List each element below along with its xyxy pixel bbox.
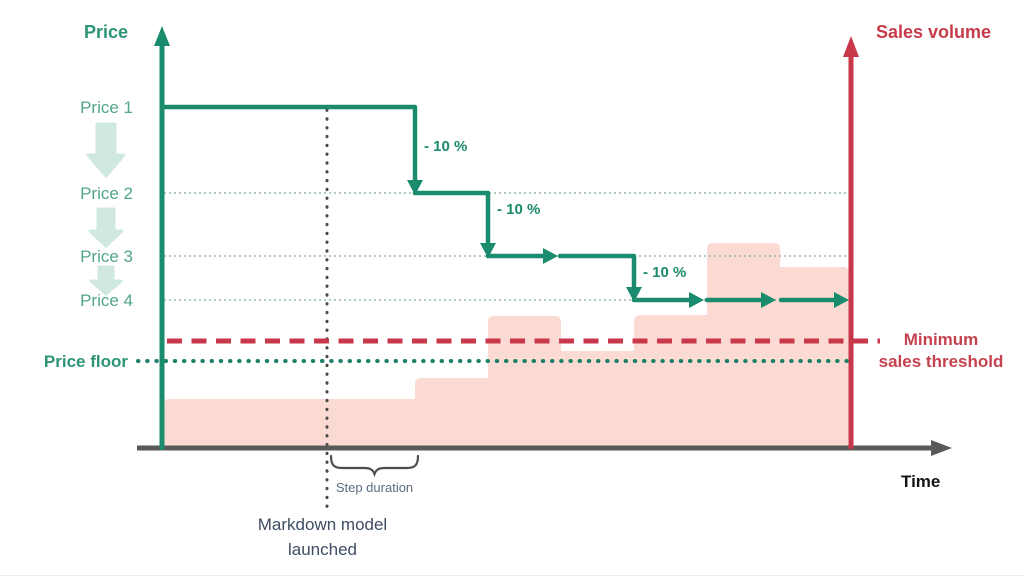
price-4-label: Price 4 xyxy=(80,291,133,310)
step-duration-brace xyxy=(329,454,420,478)
markdown-drop-arrow-icon xyxy=(480,243,496,258)
price-3-label: Price 3 xyxy=(80,247,133,266)
sales-volume-bar xyxy=(634,315,707,447)
threshold-label-line2: sales threshold xyxy=(878,352,1004,371)
time-axis-title: Time xyxy=(901,472,941,491)
time-axis-arrowhead-icon xyxy=(931,440,952,456)
sales-volume-bar xyxy=(561,351,634,447)
markdown-drop-arrow-icon xyxy=(407,180,423,195)
launch-label-line1: Markdown model xyxy=(257,515,388,534)
sales-volume-bar xyxy=(415,378,488,447)
price-1-label: Price 1 xyxy=(80,98,133,117)
price-decrease-arrow-icon xyxy=(86,122,126,178)
sales-volume-bar xyxy=(780,267,849,447)
price-step-arrowheads xyxy=(407,180,849,308)
price-step-segment xyxy=(557,253,637,291)
flow-right-arrow-icon xyxy=(689,292,704,308)
markdown-label-3: - 10 % xyxy=(643,264,687,281)
threshold-label-line1: Minimum xyxy=(903,330,979,349)
price-step-segment xyxy=(412,190,491,247)
price-step-line xyxy=(159,104,839,303)
axes-lines xyxy=(137,26,952,456)
markdown-label-2: - 10 % xyxy=(497,201,541,218)
price-decrease-arrow-icon xyxy=(88,207,124,248)
price-decrease-arrow-icon xyxy=(89,265,123,296)
sales-volume-bars xyxy=(163,243,849,447)
sales-volume-bar xyxy=(707,243,780,447)
launch-annotation: Markdown model launched xyxy=(240,512,405,562)
price-decrease-arrows xyxy=(86,122,126,296)
sales-volume-bar xyxy=(163,399,415,447)
price-2-label: Price 2 xyxy=(80,184,133,203)
sales-axis-title: Sales volume xyxy=(876,22,992,42)
step-duration-label: Step duration xyxy=(335,480,414,495)
flow-right-arrow-icon xyxy=(834,292,849,308)
sales-volume-bar xyxy=(488,316,561,447)
price-axis-title: Price xyxy=(84,22,129,42)
flow-right-arrow-icon xyxy=(543,248,558,264)
minimum-sales-threshold-label: Minimum sales threshold xyxy=(866,329,1016,373)
price-axis-arrowhead-icon xyxy=(154,26,170,46)
flow-right-arrow-icon xyxy=(761,292,776,308)
price-floor-label: Price floor xyxy=(43,352,128,371)
launch-label-line2: launched xyxy=(287,540,357,559)
markdown-drop-arrow-icon xyxy=(626,287,642,302)
price-step-segment xyxy=(159,104,418,184)
sales-axis-arrowhead-icon xyxy=(843,36,859,57)
markdown-label-1: - 10 % xyxy=(424,138,468,155)
